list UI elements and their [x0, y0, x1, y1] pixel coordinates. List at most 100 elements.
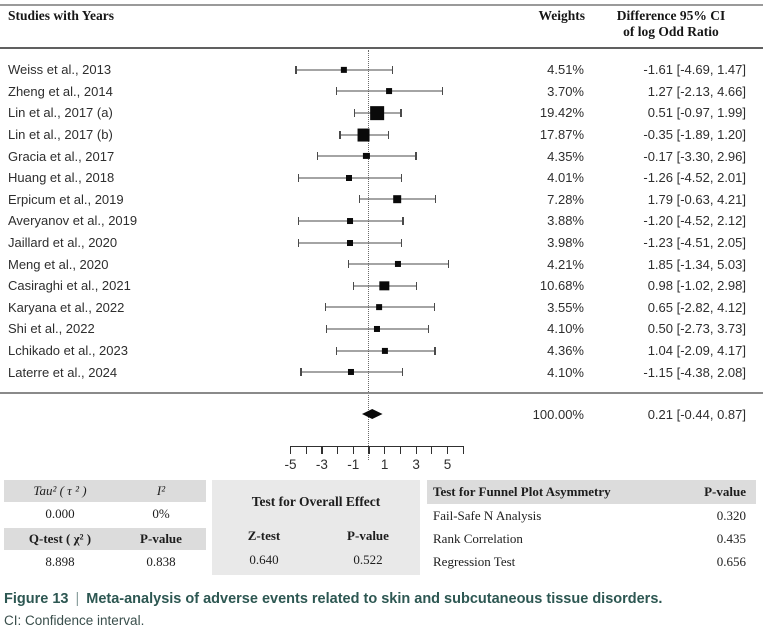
study-weight: 3.55%: [547, 299, 584, 315]
caption-line1: Figure 13 | Meta-analysis of adverse event…: [4, 589, 759, 610]
funnel-row-pvalue: 0.320: [716, 507, 746, 523]
ci-cap: [387, 130, 390, 139]
axis-tick: [446, 446, 449, 454]
ci-cap: [400, 108, 402, 117]
study-name: Lin et al., 2017 (a): [8, 105, 113, 121]
overall-weight: 100.00%: [532, 406, 584, 422]
i2-value: 0%: [152, 506, 170, 521]
effect-marker: [382, 347, 389, 354]
study-name: Jaillard et al., 2020: [8, 235, 118, 251]
difference-column-header: Difference 95% CI of log Odd Ratio: [591, 8, 751, 40]
study-plot-cell: [277, 340, 475, 362]
study-weight: 4.35%: [547, 148, 584, 164]
ci-cap: [339, 130, 341, 139]
study-row: Zheng et al., 2014 3.70% 1.27 [-2.13, 4.66…: [0, 81, 763, 103]
q-p-value: 0.838: [146, 554, 176, 569]
study-name: Lchikado et al., 2023: [8, 343, 128, 359]
ci-cap: [401, 368, 403, 377]
overall-plot-cell: [277, 402, 475, 426]
study-weight: 4.51%: [547, 62, 584, 78]
overall-row: 100.00% 0.21 [-0.44, 0.87]: [0, 402, 763, 426]
axis-tick: [352, 446, 354, 454]
q-p-label: P-value: [140, 531, 182, 546]
study-rows: Weiss et al., 2013 4.51% -1.61 [-4.69, 1.4…: [0, 59, 763, 383]
study-name: Laterre et al., 2024: [8, 364, 118, 380]
effect-marker: [357, 128, 370, 142]
caption-title: Meta-analysis of adverse events related …: [86, 591, 663, 607]
tau2-header-row: Tau² ( τ ² ) I²: [4, 480, 206, 502]
heterogeneity-table: Tau² ( τ ² ) I² 0.000 0% Q-test ( χ² ) P…: [4, 480, 206, 574]
tau2-value-row: 0.000 0%: [4, 502, 206, 526]
study-plot-cell: [277, 189, 475, 211]
study-weight: 3.88%: [547, 213, 584, 229]
study-plot-cell: [277, 81, 475, 103]
study-ci: 0.51 [-0.97, 1.99]: [647, 105, 746, 121]
study-plot-cell: [277, 318, 475, 340]
study-row: Lchikado et al., 2023 4.36% 1.04 [-2.09, 4…: [0, 340, 763, 362]
ci-cap: [401, 238, 403, 247]
overall-effect-table: Test for Overall Effect Z-test P-value 0…: [212, 480, 420, 575]
effect-marker: [346, 174, 353, 181]
effect-marker: [373, 325, 380, 332]
funnel-p-label: P-value: [704, 484, 746, 499]
study-ci: 1.04 [-2.09, 4.17]: [647, 343, 746, 359]
ci-cap: [317, 152, 319, 161]
funnel-row: Fail-Safe N Analysis 0.320: [427, 504, 756, 527]
study-name: Gracia et al., 2017: [8, 148, 115, 164]
effect-marker: [394, 261, 402, 268]
effect-marker: [376, 304, 383, 311]
axis-tick-label: -3: [315, 457, 328, 472]
qtest-header-row: Q-test ( χ² ) P-value: [4, 528, 206, 550]
study-row: Shi et al., 2022 4.10% 0.50 [-2.73, 3.73]: [0, 318, 763, 340]
ci-cap: [300, 368, 302, 377]
ci-cap: [415, 281, 418, 290]
ci-cap: [415, 152, 417, 161]
ci-cap: [442, 87, 444, 96]
funnel-header-row: Test for Funnel Plot Asymmetry P-value: [427, 480, 756, 504]
funnel-title: Test for Funnel Plot Asymmetry: [433, 484, 611, 499]
study-ci: -1.23 [-4.51, 2.05]: [643, 235, 746, 251]
summary-diamond-icon: [362, 409, 383, 419]
difference-column-header-line2: of log Odd Ratio: [623, 24, 719, 39]
study-name: Karyana et al., 2022: [8, 299, 125, 315]
study-ci: -1.15 [-4.38, 2.08]: [643, 364, 746, 380]
study-name: Huang et al., 2018: [8, 170, 115, 186]
effect-marker: [363, 153, 370, 160]
study-name: Averyanov et al., 2019: [8, 213, 138, 229]
study-plot-cell: [277, 124, 475, 146]
study-row: Weiss et al., 2013 4.51% -1.61 [-4.69, 1.4…: [0, 59, 763, 81]
ci-cap: [447, 260, 450, 269]
funnel-row-pvalue: 0.435: [716, 530, 746, 546]
axis-tick: [431, 446, 433, 454]
study-name: Zheng et al., 2014: [8, 83, 113, 99]
study-ci: 0.98 [-1.02, 2.98]: [647, 278, 746, 294]
qtest-value: 8.898: [45, 554, 75, 569]
i2-label: I²: [156, 483, 166, 498]
ci-cap: [336, 346, 338, 355]
study-plot-cell: [277, 297, 475, 319]
study-row: Gracia et al., 2017 4.35% -0.17 [-3.30, 2.…: [0, 145, 763, 167]
study-name: Meng et al., 2020: [8, 256, 109, 272]
x-axis-line: [290, 446, 464, 447]
figure-caption: Figure 13 | Meta-analysis of adverse event…: [4, 589, 759, 631]
effect-marker: [393, 195, 401, 204]
study-row: Casiraghi et al., 2021 10.68% 0.98 [-1.02,…: [0, 275, 763, 297]
study-weight: 4.10%: [547, 364, 584, 380]
axis-tick: [384, 446, 386, 454]
axis-tick-label: 3: [412, 457, 420, 472]
study-weight: 10.68%: [539, 278, 584, 294]
axis-tick-label: -1: [347, 457, 360, 472]
study-plot-cell: [277, 361, 475, 383]
studies-column-header: Studies with Years: [8, 8, 115, 23]
ci-cap: [347, 260, 350, 269]
top-rule: [0, 4, 763, 6]
axis-tick: [321, 446, 323, 454]
qtest-label: Q-test ( χ² ): [28, 531, 92, 546]
study-row: Erpicum et al., 2019 7.28% 1.79 [-0.63, 4.…: [0, 189, 763, 211]
weights-column-header: Weights: [538, 8, 585, 23]
study-name: Casiraghi et al., 2021: [8, 278, 131, 294]
study-plot-cell: [277, 102, 475, 124]
study-ci: -1.26 [-4.52, 2.01]: [643, 170, 746, 186]
axis-tick: [289, 446, 292, 454]
z-p-value: 0.522: [353, 552, 383, 567]
